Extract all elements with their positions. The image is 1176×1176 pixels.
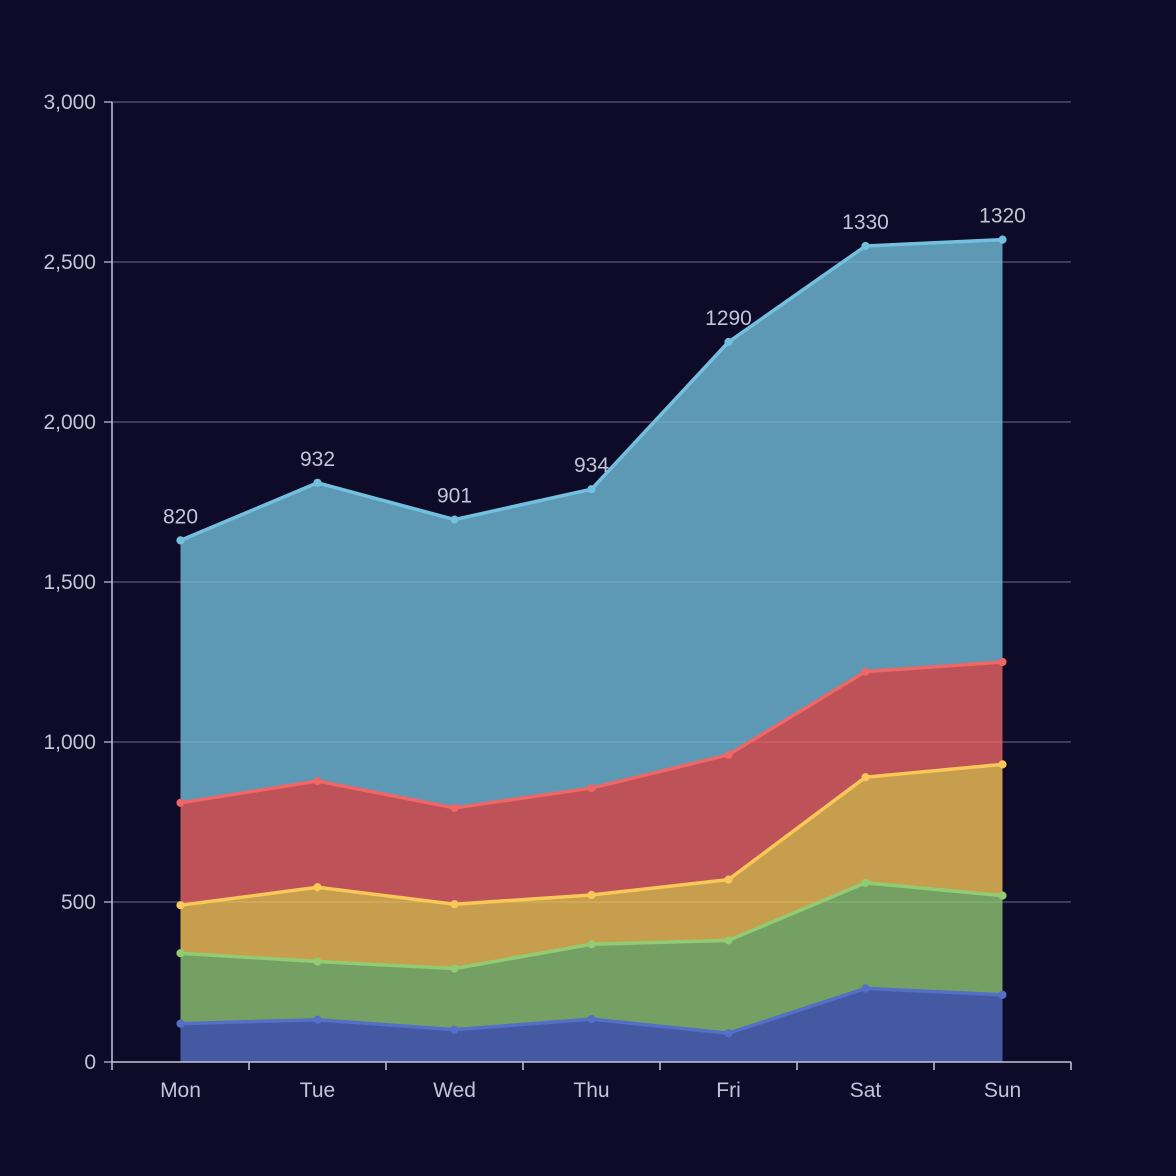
series-1-point — [313, 1015, 322, 1024]
series-3-point — [861, 773, 870, 782]
x-tick-label: Sat — [850, 1079, 882, 1102]
data-label: 932 — [300, 448, 335, 471]
series-5-point — [998, 235, 1007, 244]
series-2-point — [724, 936, 733, 945]
data-label: 1320 — [979, 205, 1026, 228]
series-3-point — [450, 900, 459, 909]
x-tick-label: Wed — [433, 1079, 476, 1102]
series-1-point — [587, 1015, 596, 1024]
series-4-area — [180, 662, 1003, 906]
series-4-point — [313, 776, 322, 786]
series-5-point — [587, 485, 596, 494]
series-3-point — [176, 901, 185, 910]
series-points — [176, 235, 1007, 1038]
series-4-point — [587, 783, 596, 793]
series-2-point — [998, 891, 1007, 900]
series-2-point — [176, 949, 185, 958]
series-2-point — [861, 878, 870, 887]
data-label: 1290 — [705, 307, 752, 330]
y-tick-label: 1,500 — [43, 571, 96, 594]
x-tick-label: Fri — [716, 1079, 741, 1102]
data-label: 901 — [437, 485, 472, 508]
y-tick-label: 2,000 — [43, 411, 96, 434]
y-tick-label: 500 — [61, 891, 96, 914]
x-tick-label: Tue — [300, 1079, 335, 1102]
series-3-point — [313, 883, 322, 892]
series-5-point — [724, 337, 733, 347]
x-tick-label: Thu — [573, 1079, 609, 1102]
series-5-point — [313, 478, 322, 487]
data-label: 820 — [163, 505, 198, 528]
data-label: 934 — [574, 454, 609, 477]
y-tick-label: 2,500 — [43, 251, 96, 274]
series-5-point — [450, 515, 459, 524]
series-4-point — [861, 667, 870, 676]
y-tick-label: 0 — [84, 1051, 96, 1074]
x-tick-label: Sun — [984, 1079, 1021, 1102]
series-2-area — [180, 882, 1003, 1034]
series-5-area — [180, 239, 1003, 808]
series-2-point — [587, 940, 596, 949]
series-3-point — [724, 875, 733, 884]
x-tick-label: Mon — [160, 1079, 201, 1102]
series-4-point — [176, 798, 185, 807]
series-4-point — [724, 750, 733, 759]
series-5-point — [176, 536, 185, 545]
data-labels: 820 932 901 934 1290 1330 1320 — [163, 205, 1026, 529]
series-1-point — [861, 984, 870, 993]
series-2-point — [450, 964, 459, 973]
series-2-point — [313, 957, 322, 966]
series-areas — [180, 239, 1003, 1062]
series-3-point — [587, 890, 596, 900]
series-1-point — [724, 1029, 733, 1038]
series-3-point — [998, 760, 1007, 769]
axes: 0 500 1,000 1,500 2,000 2,500 3,000 Mon Tue Wed Th… — [43, 91, 1072, 1102]
series-5-point — [861, 241, 870, 251]
y-tick-label: 3,000 — [43, 91, 96, 114]
y-tick-label: 1,000 — [43, 731, 96, 754]
series-1-point — [450, 1025, 459, 1034]
series-3-area — [180, 764, 1003, 969]
series-4-point — [450, 803, 459, 813]
data-label: 1330 — [842, 211, 889, 234]
series-1-point — [176, 1019, 185, 1028]
series-1-point — [998, 990, 1007, 999]
series-1-area — [180, 988, 1003, 1062]
series-4-point — [998, 657, 1007, 667]
